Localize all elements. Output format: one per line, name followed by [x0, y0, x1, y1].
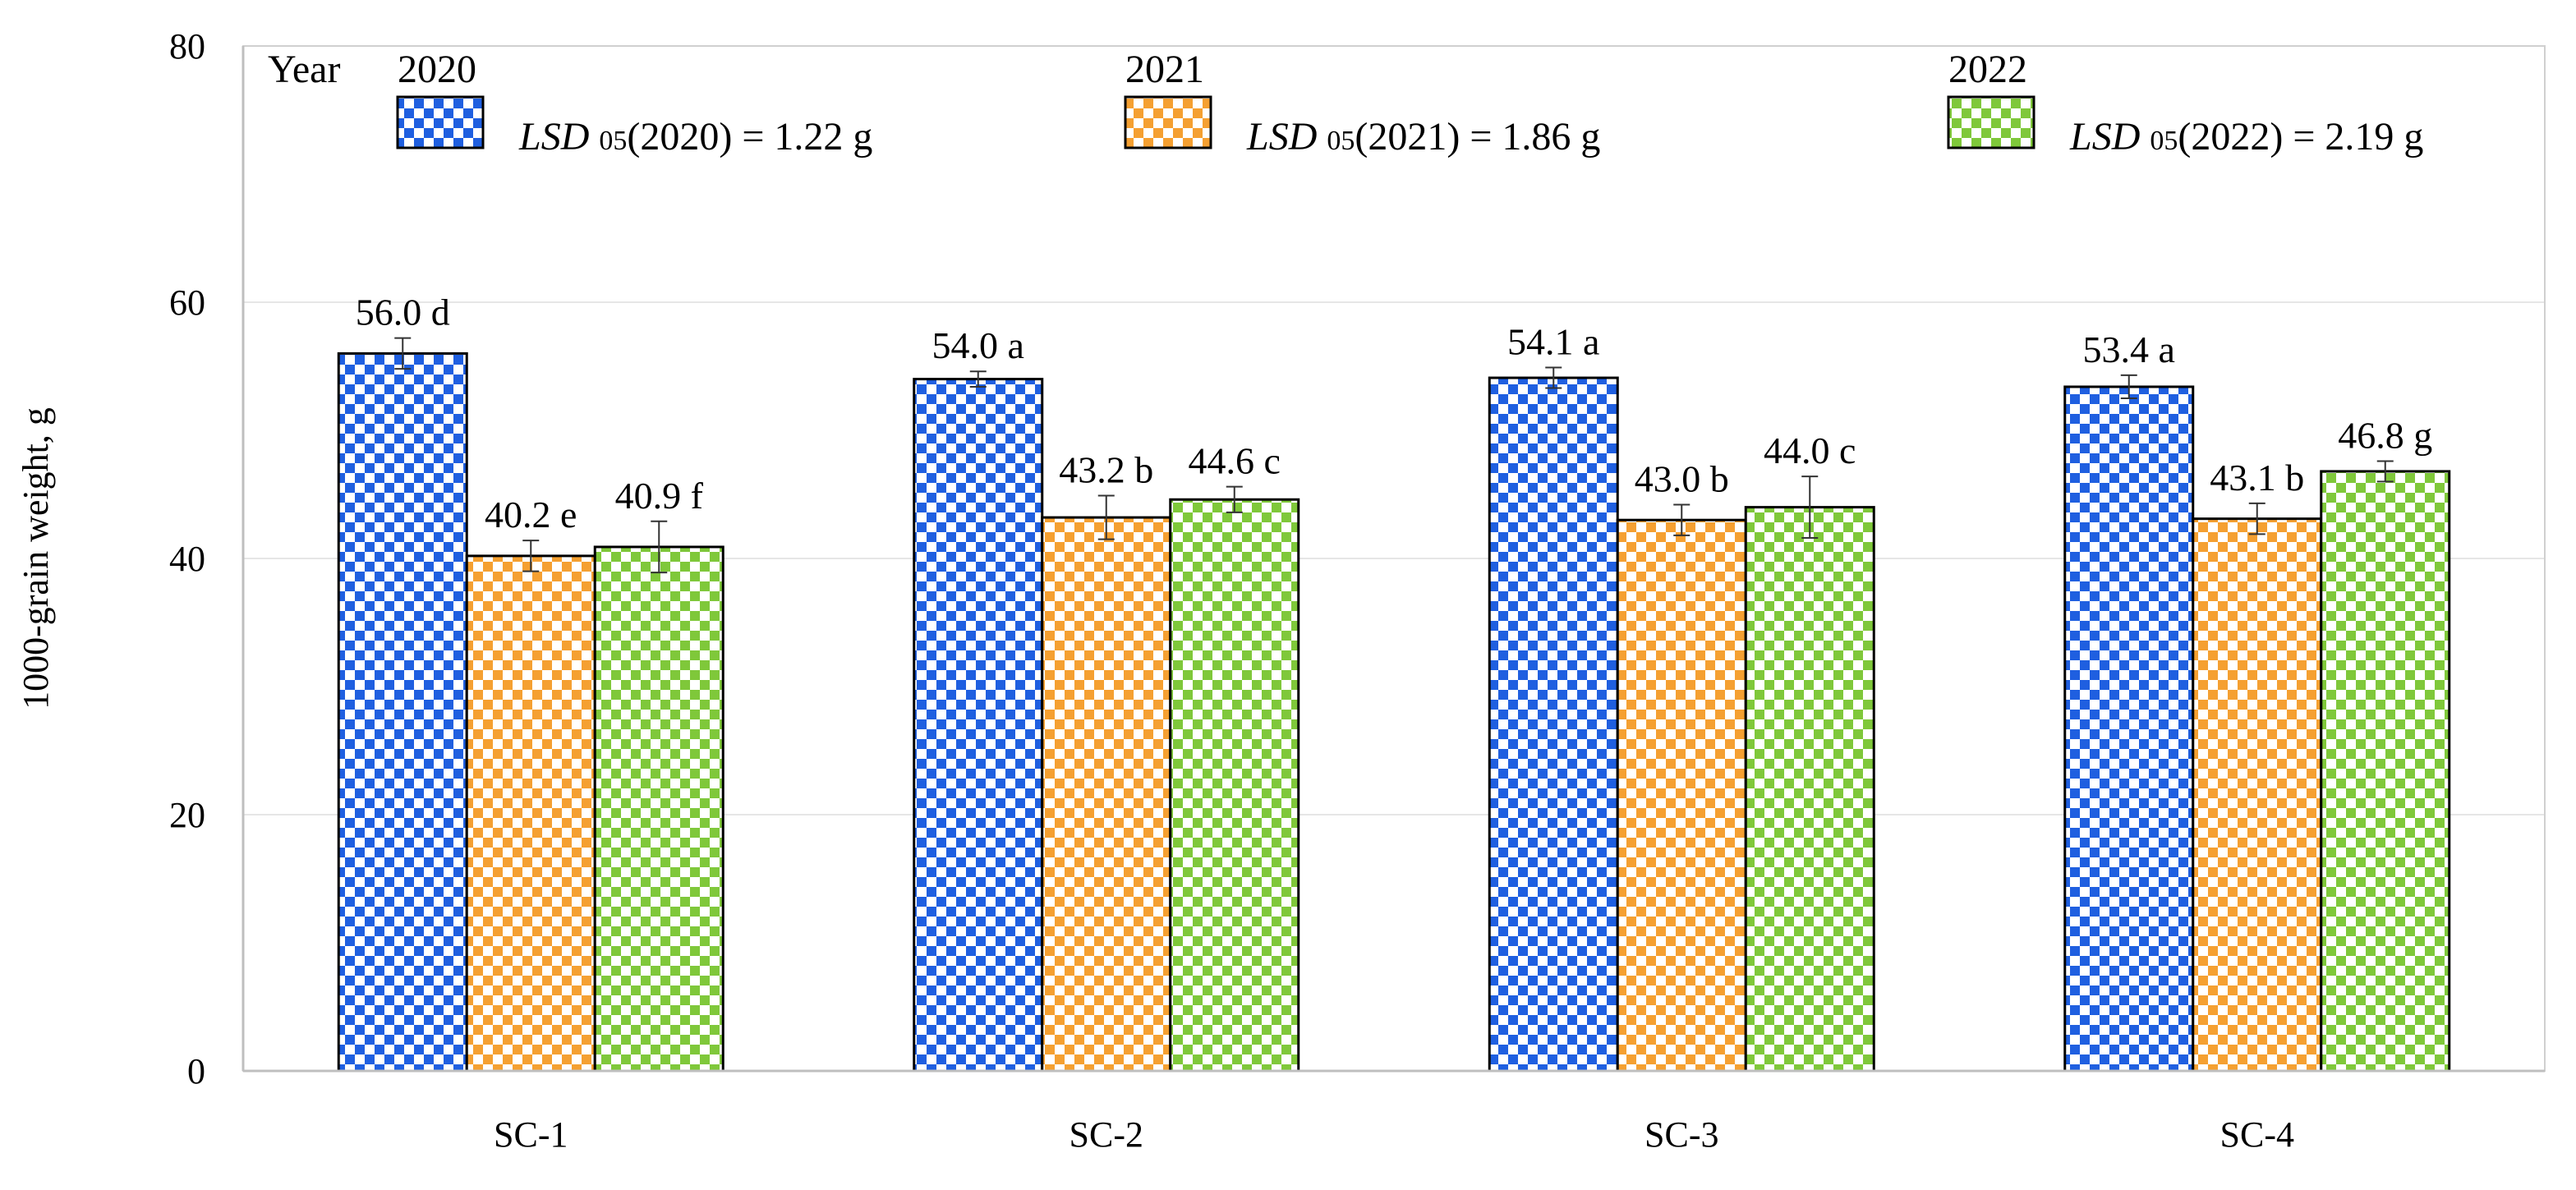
error-bars: [394, 337, 2394, 574]
data-labels: 56.0 d 40.2 e 40.9 f 54.0 a 43.2 b 44.6 c 54.1…: [356, 292, 2433, 535]
legend-year-label: 2021: [1125, 48, 1204, 91]
legend-lsd-text: LSD 05(2022) = 2.19 g: [2069, 115, 2423, 159]
y-tick-label: 60: [169, 283, 205, 323]
legend-year-label: 2020: [398, 48, 476, 91]
data-label: 43.1 b: [2210, 457, 2304, 499]
data-label: 43.0 b: [1635, 457, 1729, 499]
data-label: 40.9 f: [615, 475, 704, 517]
legend-year-label: 2022: [1948, 48, 2027, 91]
bar: [465, 554, 596, 1073]
y-tick-label: 20: [169, 795, 205, 835]
legend-lsd-text: LSD 05(2020) = 1.22 g: [518, 115, 872, 159]
bar: [2063, 385, 2195, 1073]
data-label: 40.2 e: [485, 494, 577, 535]
x-category-label: SC-4: [2220, 1114, 2294, 1155]
data-label: 56.0 d: [356, 292, 450, 333]
y-tick-label: 80: [169, 26, 205, 67]
bar: [913, 378, 1044, 1073]
legend-swatch: [1124, 95, 1212, 149]
data-label: 54.1 a: [1507, 321, 1599, 363]
y-axis-title: 1000-grain weight, g: [16, 407, 56, 710]
bar: [1744, 506, 1875, 1073]
bar: [2320, 470, 2451, 1073]
x-category-label: SC-3: [1644, 1114, 1718, 1155]
x-category-label: SC-2: [1070, 1114, 1143, 1155]
bar: [2192, 517, 2323, 1073]
data-label: 53.4 a: [2083, 329, 2175, 370]
bar: [1169, 498, 1300, 1073]
data-label: 43.2 b: [1059, 449, 1153, 491]
data-label: 44.0 c: [1764, 430, 1856, 471]
y-tick-label: 0: [187, 1051, 205, 1091]
bars: [337, 351, 2451, 1073]
y-tick-label: 40: [169, 539, 205, 579]
data-label: 44.6 c: [1189, 440, 1281, 482]
bar: [593, 545, 724, 1073]
bar: [1041, 516, 1172, 1073]
legend-lsd-text: LSD 05(2021) = 1.86 g: [1246, 115, 1600, 159]
axes: 0 20 40 60 80 1000-grain weight, g SC-1 SC-2 SC-…: [16, 26, 2546, 1155]
legend: Year 2020 LSD 05(2020) = 1.22 g 2021 LSD 05(…: [268, 48, 2423, 159]
legend-swatch: [1947, 95, 2036, 149]
legend-swatch: [396, 95, 485, 149]
bar: [1616, 518, 1747, 1073]
bar: [337, 351, 468, 1073]
legend-title: Year: [268, 48, 340, 91]
bar: [1488, 376, 1619, 1073]
data-label: 46.8 g: [2338, 414, 2432, 456]
x-category-label: SC-1: [494, 1114, 568, 1155]
data-label: 54.0 a: [932, 324, 1024, 366]
